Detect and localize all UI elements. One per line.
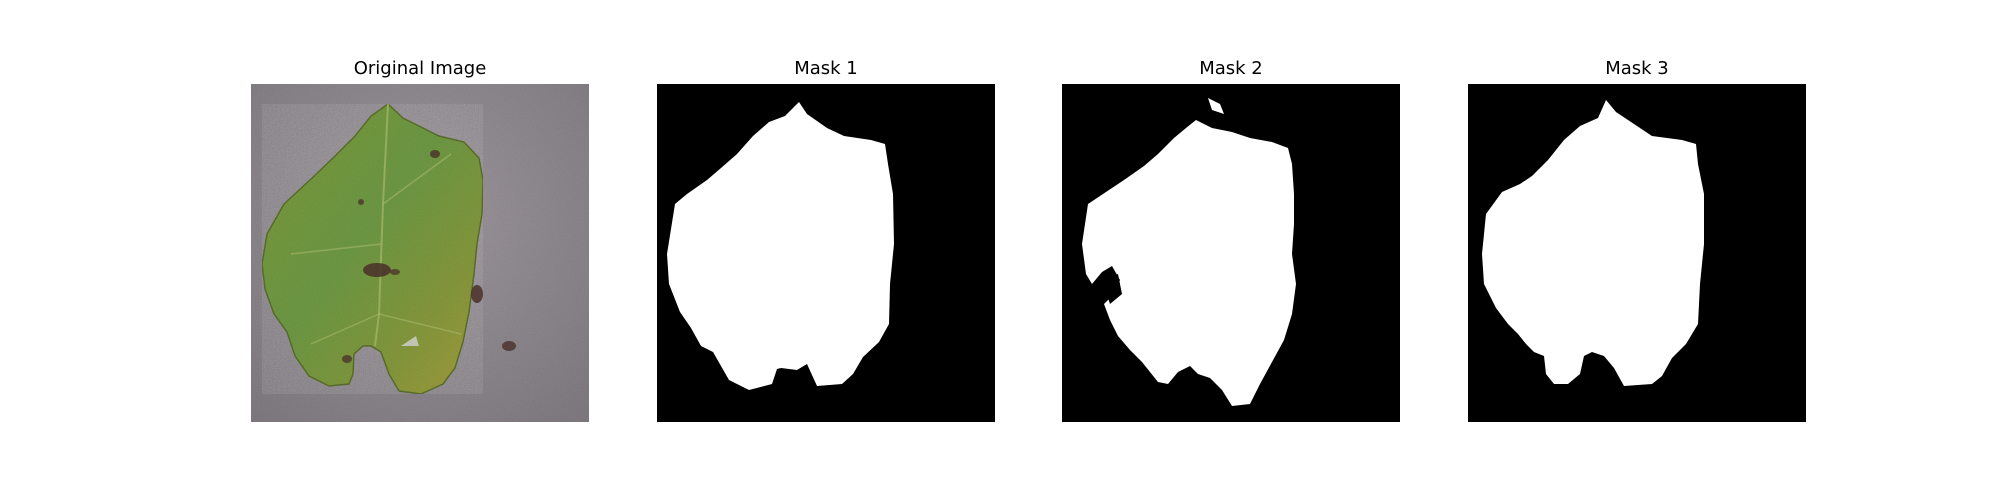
- panel-title-mask-2: Mask 2: [1199, 58, 1263, 79]
- binary-mask-icon: [1468, 84, 1806, 422]
- panel-title-mask-1: Mask 1: [794, 58, 858, 79]
- mask-1-panel: [657, 84, 995, 422]
- binary-mask-icon: [657, 84, 995, 422]
- original-image-panel: [251, 84, 589, 422]
- binary-mask-icon: [1062, 84, 1400, 422]
- mask-3-panel: [1468, 84, 1806, 422]
- mask-2-panel: [1062, 84, 1400, 422]
- panel-title-mask-3: Mask 3: [1605, 58, 1669, 79]
- panel-title-original: Original Image: [353, 58, 487, 79]
- leaf-photo-icon: [251, 84, 589, 422]
